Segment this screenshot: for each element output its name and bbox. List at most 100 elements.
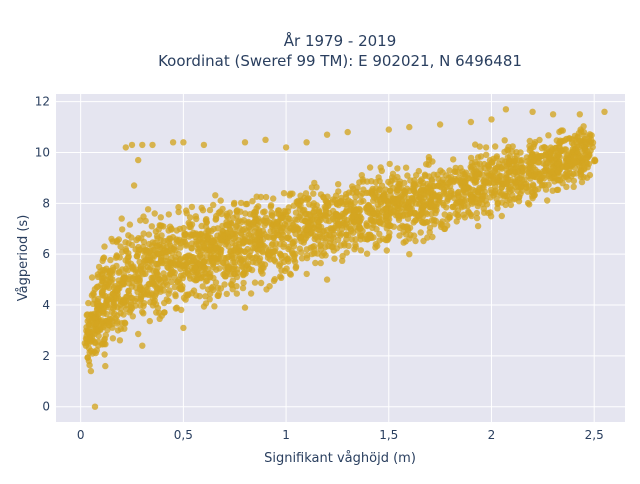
data-point <box>363 189 370 197</box>
data-point <box>354 217 361 224</box>
data-point <box>139 141 146 149</box>
data-point <box>201 245 209 252</box>
x-tick-labels: 0 0,5 1 1,5 2 2,5 <box>77 428 604 442</box>
data-point <box>276 262 283 269</box>
data-point <box>135 330 142 338</box>
data-point <box>557 139 564 147</box>
data-point <box>502 106 510 113</box>
data-point <box>193 292 200 299</box>
data-point <box>101 335 109 343</box>
data-point <box>487 209 494 216</box>
data-point <box>132 284 140 291</box>
data-point <box>83 312 91 319</box>
data-point <box>87 337 94 345</box>
data-point <box>486 157 494 164</box>
data-point <box>122 144 129 151</box>
data-point <box>457 164 464 172</box>
data-point <box>140 310 147 317</box>
data-point <box>311 232 318 239</box>
data-point <box>392 197 400 205</box>
x-tick-label: 2 <box>488 428 496 442</box>
data-point <box>412 200 419 207</box>
data-point <box>199 283 206 290</box>
data-point <box>369 185 376 193</box>
data-point <box>247 290 255 297</box>
data-point <box>101 243 108 250</box>
data-point <box>335 213 343 220</box>
data-point <box>364 236 371 243</box>
data-point <box>343 231 350 238</box>
data-point <box>162 279 170 286</box>
data-point <box>125 287 132 294</box>
data-point <box>403 198 410 205</box>
data-point <box>513 152 520 160</box>
data-point <box>402 164 410 171</box>
data-point <box>286 215 293 223</box>
data-point <box>102 362 109 370</box>
data-point <box>507 201 515 209</box>
data-point <box>133 252 140 260</box>
data-point <box>218 246 225 253</box>
data-point <box>317 242 324 249</box>
data-point <box>313 184 320 191</box>
data-point <box>151 210 158 217</box>
data-point <box>129 295 136 302</box>
data-point <box>386 187 394 194</box>
data-point <box>473 214 481 222</box>
data-point <box>576 111 583 118</box>
data-point <box>348 227 355 235</box>
x-tick-label: 1,5 <box>379 428 398 442</box>
data-point <box>505 160 513 168</box>
data-point <box>483 151 490 158</box>
data-point <box>499 157 506 164</box>
data-point <box>386 229 393 237</box>
data-point <box>183 210 190 217</box>
data-point <box>300 239 307 246</box>
data-point <box>221 254 228 262</box>
data-point <box>182 253 189 261</box>
data-point <box>481 164 488 172</box>
data-point <box>85 299 92 307</box>
data-point <box>118 215 125 222</box>
data-point <box>321 203 328 211</box>
data-point <box>253 193 260 200</box>
x-tick-label: 0 <box>77 428 85 442</box>
data-point <box>473 209 480 217</box>
data-point <box>410 188 418 195</box>
data-point <box>278 215 285 222</box>
data-point <box>259 227 267 235</box>
data-point <box>524 199 532 207</box>
data-point <box>252 224 259 231</box>
data-point <box>177 244 184 251</box>
data-point <box>106 315 114 323</box>
data-point <box>185 291 192 298</box>
data-point <box>562 146 570 153</box>
data-point <box>240 264 247 271</box>
data-point <box>117 243 124 250</box>
data-point <box>188 221 196 228</box>
data-point <box>161 309 168 316</box>
data-point <box>202 293 209 300</box>
data-point <box>511 157 518 165</box>
data-point <box>468 194 475 201</box>
data-point <box>446 167 453 174</box>
data-point <box>554 186 562 193</box>
data-point <box>241 248 249 256</box>
data-point <box>512 168 519 176</box>
data-point <box>441 211 448 218</box>
data-point <box>351 198 359 206</box>
data-point <box>516 193 523 201</box>
data-point <box>169 139 177 146</box>
data-point <box>378 167 385 174</box>
data-point <box>297 234 304 242</box>
data-point <box>406 123 413 131</box>
data-point <box>262 193 270 201</box>
data-point <box>426 224 434 232</box>
data-points <box>81 106 608 410</box>
data-point <box>173 227 180 234</box>
data-point <box>391 203 398 211</box>
data-point <box>241 304 249 311</box>
data-point <box>492 143 499 150</box>
data-point <box>123 305 130 313</box>
data-point <box>544 197 551 204</box>
